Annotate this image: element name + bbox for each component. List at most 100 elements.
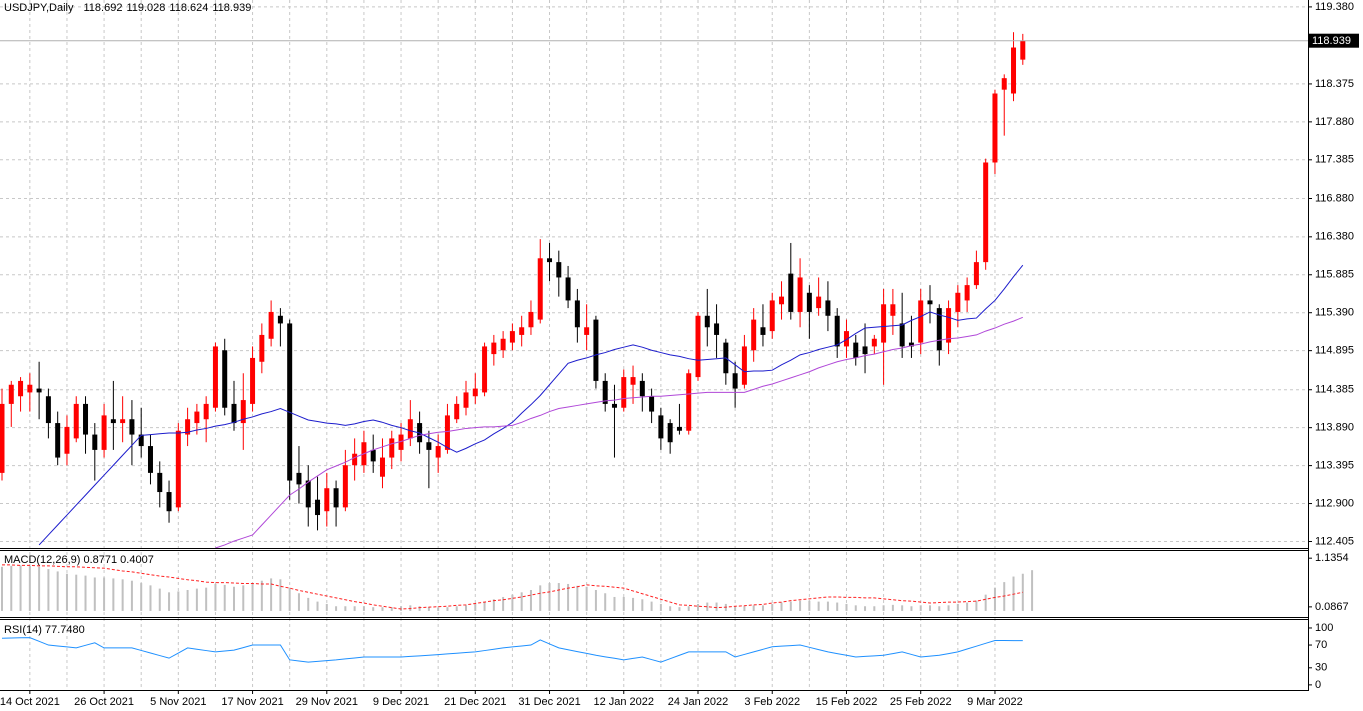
macd-histogram-bar [706,602,709,611]
candle-body [834,315,840,347]
candle-body [862,346,868,355]
close-value: 118.939 [212,2,251,14]
candle-body [751,319,757,351]
candle-body [964,285,970,301]
y-tick-label: 117.880 [1315,116,1354,128]
macd-histogram-bar [362,606,365,611]
y-tick-label: 112.405 [1315,535,1354,547]
macd-histogram-bar [214,583,217,611]
macd-histogram-bar [335,606,338,611]
macd-histogram-bar [836,602,839,611]
macd-histogram-bar [697,603,699,611]
y-tick-label: 0 [1315,679,1321,691]
candle-body [8,384,14,404]
y-tick-label: 116.880 [1315,192,1354,204]
macd-histogram-bar [771,603,774,611]
macd-histogram-bar [186,590,189,611]
macd-histogram-bar [539,585,542,611]
price-box [1309,33,1359,48]
macd-histogram-bar [381,607,384,611]
macd-histogram-bar [502,596,505,611]
macd-histogram-bar [882,605,885,611]
macd-histogram-bar [168,592,171,611]
price-label: 118.939 [1312,35,1351,47]
macd-histogram-bar [112,578,115,611]
macd-histogram-bar [121,579,124,611]
macd-histogram-bar [864,606,867,611]
candle-body [556,262,562,278]
macd-histogram-bar [854,605,857,611]
candle-body [574,300,580,328]
y-tick-label: 114.385 [1315,384,1354,396]
macd-histogram-bar [372,607,375,611]
x-tick-label: 25 Feb 2022 [890,696,952,708]
macd-histogram-bar [233,586,235,611]
candle-body [92,434,98,450]
candle-body [676,426,682,431]
x-tick-label: 9 Mar 2022 [967,696,1023,708]
candle-body [602,380,608,404]
macd-histogram-bar [632,597,635,611]
candle-body [825,300,831,316]
candle-body [593,319,599,381]
x-tick-label: 17 Nov 2021 [221,696,283,708]
candle-body [110,419,116,424]
candle-body [64,426,70,454]
candle-body [899,323,905,347]
candle-body [352,453,358,466]
candle-body [890,304,896,316]
macd-histogram-bar [427,607,430,611]
candle-body [1020,40,1026,60]
macd-histogram-bar [669,606,672,611]
candle-body [398,434,404,450]
candle-body [36,388,42,393]
high-value: 119.028 [126,2,165,14]
x-tick-label: 3 Feb 2022 [744,696,800,708]
macd-signal-line [2,564,1023,610]
candle-body [0,403,5,473]
macd-histogram-bar [604,593,607,611]
candle-body [584,327,590,335]
macd-histogram-bar [613,596,616,611]
macd-histogram-bar [557,583,560,611]
chart-header: USDJPY,Daily 118.692 119.028 118.624 118.939 [4,2,251,14]
candle-body [157,472,163,493]
candle-body [305,480,311,508]
macd-histogram-bar [437,607,440,611]
candle-body [147,446,153,473]
candle-body [194,411,200,424]
candle-body [83,403,89,435]
macd-histogram-bar [817,601,820,611]
macd-histogram-bar [242,585,245,611]
candle-body [806,292,812,312]
candle-body [1011,47,1017,94]
y-tick-label: 30 [1315,662,1327,674]
candle-body [426,442,432,450]
candle-body [621,377,627,408]
macd-histogram-bar [956,603,959,611]
macd-histogram-bar [418,606,421,611]
macd-histogram-bar [353,606,356,611]
macd-histogram-bar [390,607,393,611]
candle-body [231,403,237,424]
macd-histogram-bar [130,580,133,611]
rsi-title: RSI(14) 77.7480 [4,624,85,636]
candle-body [18,380,24,397]
macd-histogram-bar [938,606,941,611]
macd-histogram-bar [251,583,254,611]
macd-histogram-bar [993,587,996,611]
candle-body [946,308,952,343]
macd-histogram-bar [19,565,22,611]
macd-histogram-bar [84,575,87,611]
candle-body [333,488,339,508]
candle-body [908,342,914,347]
candle-body [547,258,553,263]
candle-body [509,331,515,343]
macd-histogram-bar [594,590,597,611]
candle-body [1001,78,1007,90]
y-tick-label: 112.900 [1315,497,1354,509]
x-tick-label: 29 Nov 2021 [296,696,358,708]
macd-histogram-bar [659,603,662,611]
